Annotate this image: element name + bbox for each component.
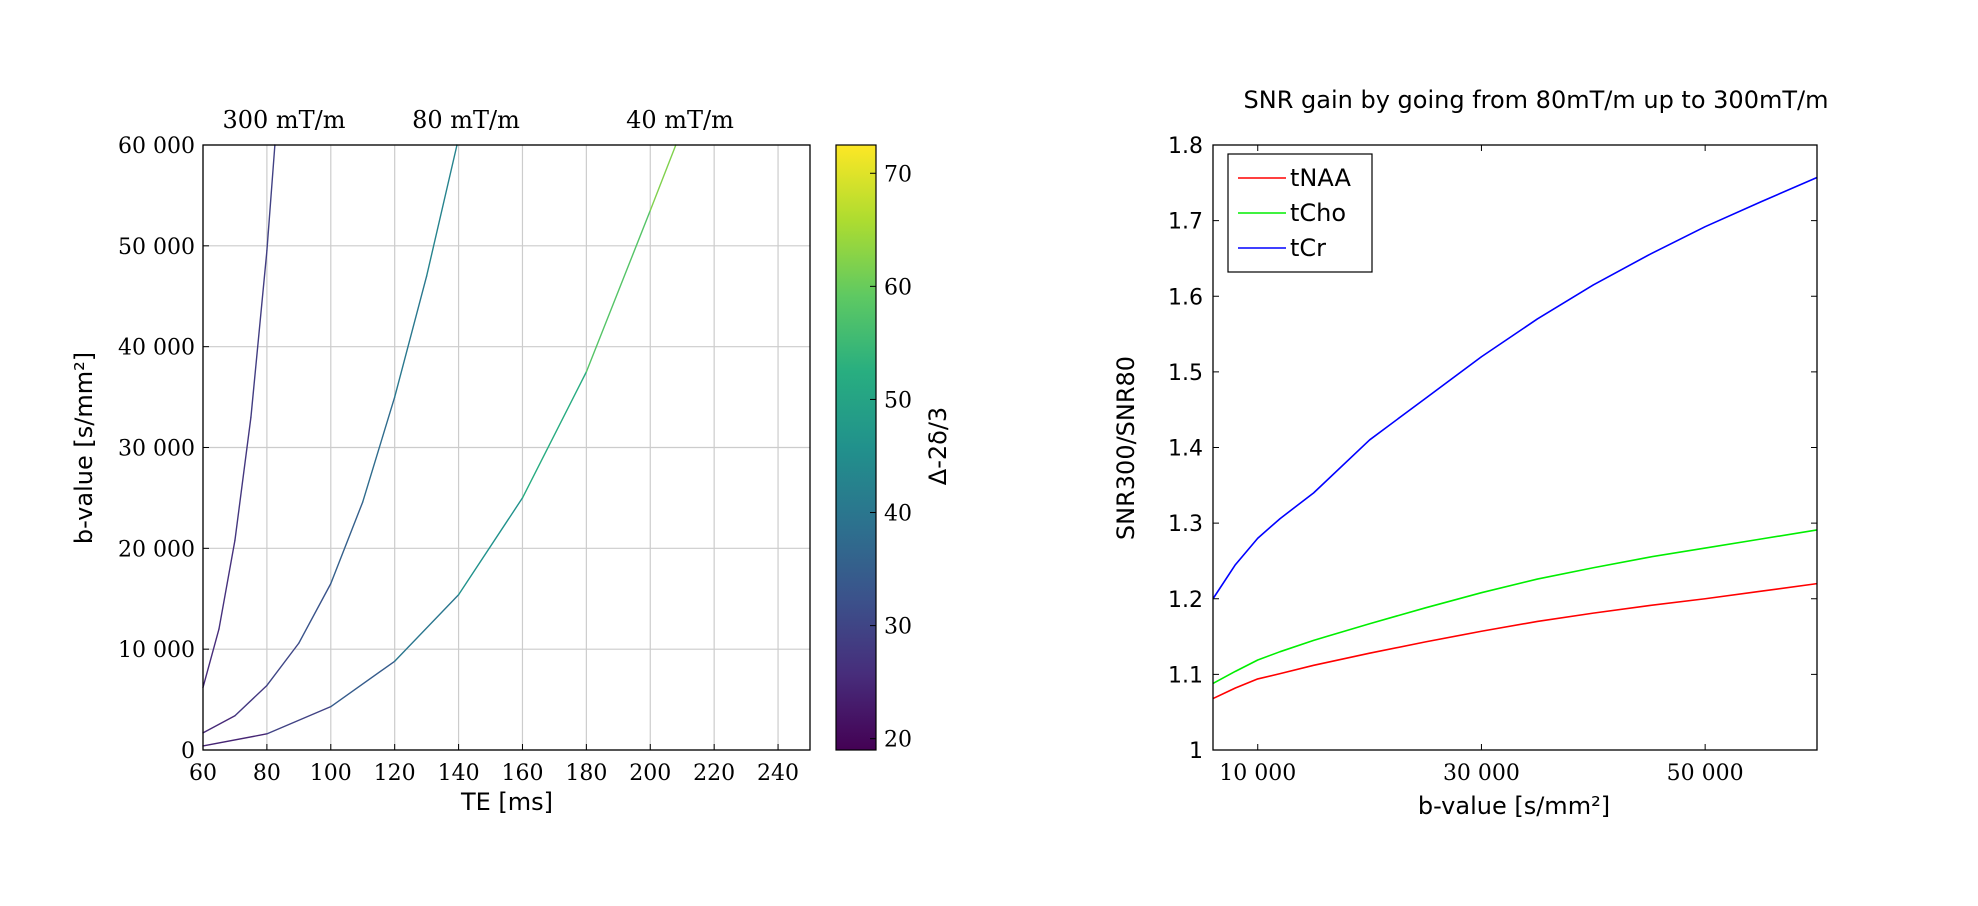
- left-curve-2-segment: [393, 594, 460, 662]
- left-x-axis-label: TE [ms]: [460, 788, 553, 816]
- left-curve-1-segment: [393, 275, 428, 398]
- right-x-tick-label: 50 000: [1667, 761, 1744, 786]
- left-x-tick-label: 140: [438, 761, 480, 786]
- right-y-tick-label: 1.6: [1168, 285, 1203, 310]
- left-x-tick-label: 100: [310, 761, 352, 786]
- right-y-tick-label: 1.2: [1168, 588, 1203, 613]
- left-curve-0-segment: [202, 628, 220, 689]
- left-curve-2-segment: [521, 371, 588, 499]
- left-x-tick-label: 160: [501, 761, 543, 786]
- right-chart-title: SNR gain by going from 80mT/m up to 300m…: [1244, 86, 1829, 114]
- right-y-tick-label: 1.8: [1168, 134, 1203, 159]
- right-x-axis-label: b-value [s/mm²]: [1418, 792, 1610, 820]
- right-y-tick-label: 1.1: [1168, 663, 1203, 688]
- legend: tNAA tCho tCr: [1227, 153, 1373, 273]
- colorbar-tick-label: 60: [884, 275, 912, 300]
- legend-label-tnaa: tNAA: [1290, 164, 1351, 192]
- left-y-axis-label: b-value [s/mm²]: [70, 352, 98, 544]
- colorbar-tick-label: 40: [884, 502, 912, 527]
- left-curve-0-segment: [218, 539, 236, 630]
- left-curve-1-segment: [298, 582, 332, 644]
- left-curve-2-segment: [457, 497, 524, 596]
- left-curve-2-segment: [202, 733, 268, 747]
- left-x-tick-label: 240: [757, 761, 799, 786]
- colorbar-tick-label: 30: [884, 615, 912, 640]
- left-y-tick-label: 30 000: [118, 437, 195, 462]
- right-x-tick-label: 30 000: [1443, 761, 1520, 786]
- left-x-tick-label: 180: [565, 761, 607, 786]
- left-x-tick-label: 120: [374, 761, 416, 786]
- te-bvalue-chart: 60 80 100 120 140 160 180 200 220 240 0 10 000 20 0…: [70, 106, 811, 816]
- legend-label-tcr: tCr: [1290, 234, 1326, 262]
- left-curve-1-segment: [362, 396, 396, 503]
- right-y-tick-label: 1.4: [1168, 437, 1203, 462]
- left-x-tick-label: 220: [693, 761, 735, 786]
- left-curve-2-segment: [330, 660, 396, 708]
- left-x-tick-label: 200: [629, 761, 671, 786]
- left-curve-2-segment: [585, 209, 651, 373]
- left-curve-2-segment: [266, 705, 332, 735]
- series-line-tnaa: [1212, 582, 1818, 700]
- annotation-40: 40 mT/m: [626, 106, 734, 134]
- left-y-tick-label: 60 000: [118, 134, 195, 159]
- colorbar-tick-label: 70: [884, 162, 912, 187]
- left-curve-2-segment: [649, 144, 677, 212]
- left-curve-0-segment: [266, 144, 276, 252]
- right-y-tick-label: 1.3: [1168, 512, 1203, 537]
- right-y-tick-label: 1: [1189, 739, 1203, 764]
- left-x-tick-label: 60: [189, 761, 217, 786]
- left-curve-1-segment: [266, 642, 300, 687]
- left-curve-0-segment: [250, 250, 268, 418]
- annotation-80: 80 mT/m: [412, 106, 520, 134]
- legend-label-tcho: tCho: [1290, 199, 1346, 227]
- colorbar-label: Δ-2δ/3: [924, 407, 952, 485]
- series-line-tcho: [1212, 529, 1818, 685]
- left-curve-1-segment: [425, 144, 458, 277]
- left-y-tick-label: 20 000: [118, 537, 195, 562]
- left-curve-0-segment: [234, 416, 252, 541]
- right-y-tick-label: 1.5: [1168, 361, 1203, 386]
- left-curve-1-segment: [330, 501, 364, 585]
- colorbar: 20 30 40 50 60 70 Δ-2δ/3: [835, 144, 952, 753]
- annotation-300: 300 mT/m: [222, 106, 345, 134]
- colorbar-tick-label: 20: [884, 728, 912, 753]
- right-x-tick-label: 10 000: [1219, 761, 1296, 786]
- snr-gain-chart: SNR gain by going from 80mT/m up to 300m…: [1112, 86, 1828, 820]
- right-y-axis-label: SNR300/SNR80: [1112, 356, 1140, 540]
- colorbar-gradient: [835, 144, 877, 751]
- left-y-tick-label: 10 000: [118, 638, 195, 663]
- left-x-tick-label: 80: [253, 761, 281, 786]
- left-y-tick-label: 40 000: [118, 336, 195, 361]
- right-y-tick-label: 1.7: [1168, 210, 1203, 235]
- left-y-tick-label: 0: [181, 739, 195, 764]
- left-curve-1-segment: [202, 715, 236, 734]
- left-y-tick-label: 50 000: [118, 235, 195, 260]
- left-curve-1-segment: [234, 684, 268, 717]
- colorbar-tick-label: 50: [884, 388, 912, 413]
- series-line-tcr: [1212, 176, 1818, 600]
